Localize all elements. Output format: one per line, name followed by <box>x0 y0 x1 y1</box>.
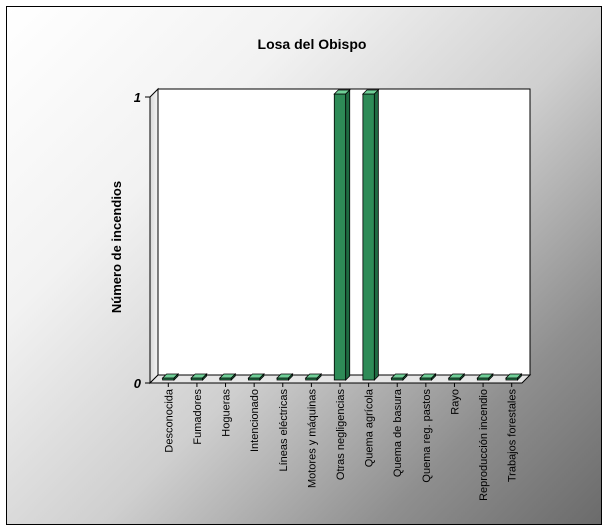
x-axis-ticks: Desconocida Fumadores Hogueras Intencionado… <box>163 383 519 501</box>
bar <box>476 373 494 381</box>
bar <box>276 373 294 381</box>
chart-title: Losa del Obispo <box>258 36 367 52</box>
bar <box>419 373 437 381</box>
bar-side <box>488 373 494 381</box>
bar-side <box>288 373 293 381</box>
bar <box>505 373 523 381</box>
x-tick-label: Fumadores <box>192 389 204 445</box>
x-tick-label: Motores y máquinas <box>306 389 318 489</box>
bar-side <box>431 373 436 381</box>
x-tick-label: Intencionado <box>249 389 261 452</box>
bar <box>333 89 351 381</box>
bar-side <box>402 373 408 381</box>
bar <box>218 373 237 381</box>
x-tick-label: Hogueras <box>221 389 233 437</box>
bar-side <box>202 373 208 381</box>
bar-side <box>373 89 379 381</box>
x-tick-label: Quema reg. pastos <box>421 389 433 483</box>
x-tick-label: Reproducción incendio <box>478 389 490 501</box>
bar <box>190 373 208 381</box>
x-tick-label: Quema agrícola <box>364 388 376 467</box>
bar-side <box>345 89 351 381</box>
bar <box>361 89 380 381</box>
y-axis-label: Número de incendios <box>109 181 124 313</box>
bars <box>161 89 523 381</box>
bar-side <box>259 373 265 381</box>
x-tick-label: Quema de basura <box>392 388 404 477</box>
bar-side <box>517 373 522 381</box>
x-tick-label: Líneas eléctricas <box>278 389 290 472</box>
bar <box>247 373 265 381</box>
bar <box>447 373 466 381</box>
bar-side <box>230 373 236 381</box>
side-wall <box>149 87 159 385</box>
bar <box>161 373 179 381</box>
bar-front <box>362 93 375 381</box>
bar-side <box>459 373 465 381</box>
x-tick-label: Desconocida <box>163 388 175 452</box>
y-tick-label: 0 <box>134 376 142 391</box>
x-tick-label: Trabajos forestales <box>507 389 519 483</box>
y-axis-ticks: 01 <box>134 90 150 391</box>
bar-side <box>173 373 179 381</box>
x-tick-label: Otras negligencias <box>335 389 347 481</box>
y-tick-label: 1 <box>134 90 141 105</box>
bar <box>390 373 408 381</box>
bar-side <box>316 373 322 381</box>
bar-chart: Losa del Obispo Número de incendios 01 D… <box>109 36 532 501</box>
bar <box>304 373 323 381</box>
bar-front <box>333 93 347 381</box>
x-tick-label: Rayo <box>449 389 461 415</box>
